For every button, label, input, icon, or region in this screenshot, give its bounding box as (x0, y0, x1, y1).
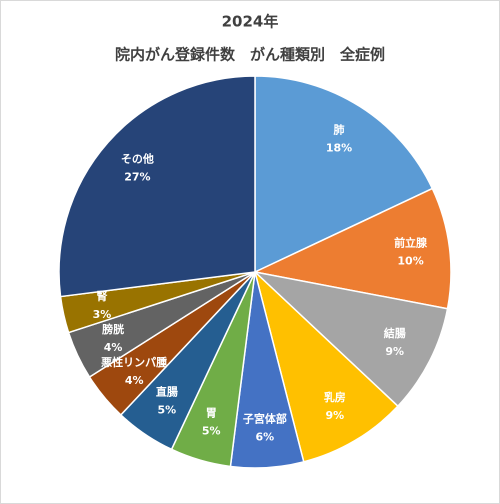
chart-title: 2024年 (222, 13, 279, 31)
pie-slice (252, 270, 449, 408)
slice-value-label: 9% (385, 345, 404, 358)
slice-value-label: 9% (325, 409, 344, 422)
slice-value-label: 18% (326, 142, 352, 155)
slice-label: 悪性リンパ腫 (101, 355, 167, 369)
slice-label: 腎 (96, 290, 107, 303)
slice-value-label: 27% (124, 170, 150, 183)
pie-slice (58, 75, 256, 298)
slice-value-label: 5% (202, 425, 221, 438)
slice-value-label: 6% (256, 430, 275, 443)
slice-value-label: 3% (93, 308, 112, 321)
slice-value-label: 4% (125, 374, 144, 387)
slice-value-label: 4% (104, 341, 123, 354)
pie-slice (254, 75, 434, 274)
pie-slice (252, 187, 452, 310)
slice-label: 膀胱 (101, 322, 124, 336)
chart-subtitle: 院内がん登録件数 がん種類別 全症例 (115, 46, 385, 64)
slice-value-label: 10% (397, 254, 423, 267)
slice-label: 直腸 (156, 385, 178, 399)
slice-label: 肺 (334, 123, 345, 137)
slice-label: 子宮体部 (243, 411, 287, 425)
slice-label: 前立腺 (394, 235, 428, 249)
slice-label: 胃 (206, 407, 217, 420)
slice-label: 乳房 (324, 390, 346, 404)
slice-label: その他 (121, 151, 154, 165)
pie-slice (253, 269, 399, 463)
slice-value-label: 5% (158, 404, 177, 417)
slice-label: 結腸 (384, 326, 406, 340)
